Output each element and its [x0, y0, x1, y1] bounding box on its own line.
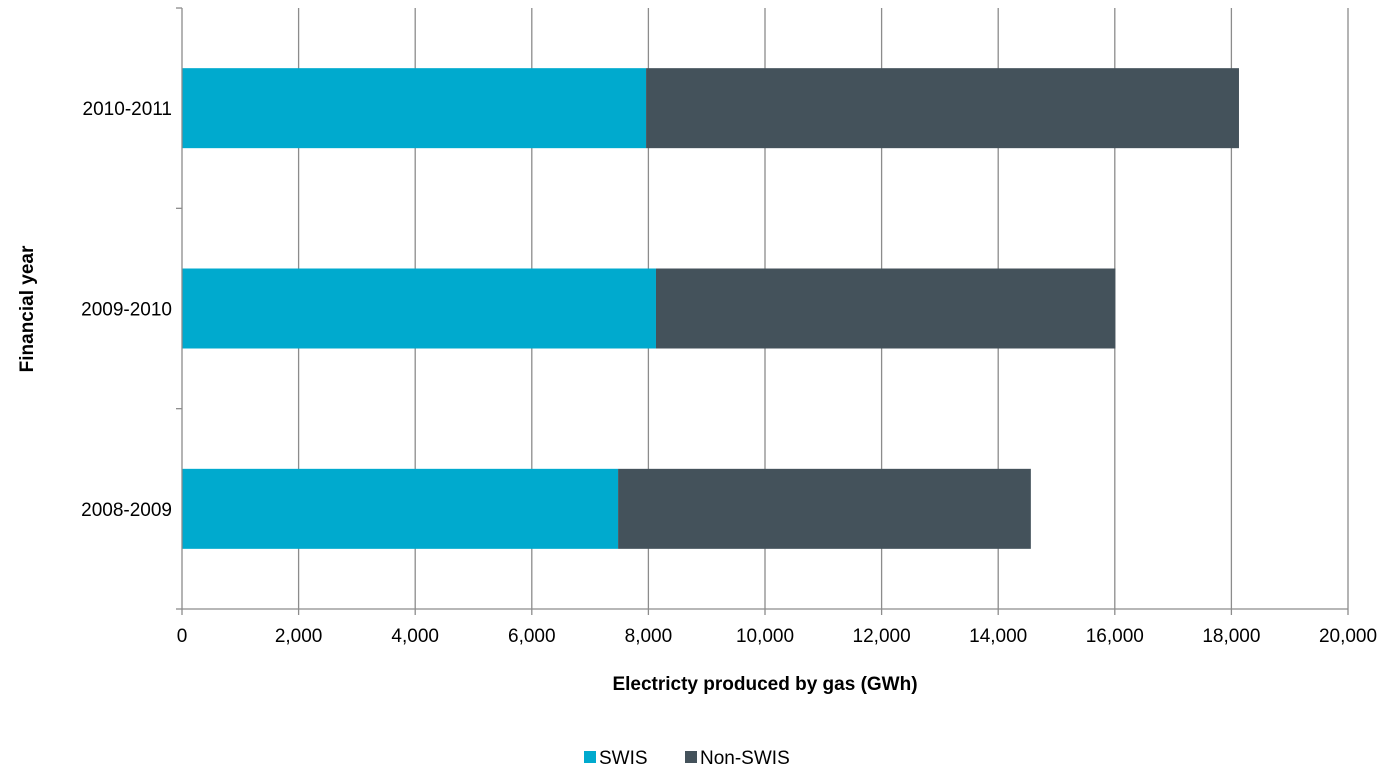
x-tick-label: 16,000	[1086, 626, 1144, 647]
y-axis-title: Financial year	[17, 245, 38, 372]
x-tick-label: 4,000	[391, 626, 439, 647]
x-tick-label: 0	[177, 626, 188, 647]
x-tick-label: 14,000	[969, 626, 1027, 647]
x-tick-label: 10,000	[736, 626, 794, 647]
bars	[182, 68, 1239, 549]
x-tick-label: 2,000	[275, 626, 323, 647]
legend-label-swis: SWIS	[599, 748, 648, 769]
x-tick-label: 8,000	[625, 626, 673, 647]
x-tick-label: 6,000	[508, 626, 556, 647]
y-tick-label: 2008-2009	[81, 500, 172, 521]
legend-swatch-non-swis	[685, 751, 697, 763]
legend-swatch-swis	[584, 751, 596, 763]
axes	[176, 7, 1348, 610]
x-tick-labels: 0 2,000 4,000 6,000 8,000 10,000 12,000 14,000 1…	[177, 626, 1377, 647]
legend-label-non-swis: Non-SWIS	[700, 748, 790, 769]
bar-swis-2008-2009	[182, 468, 619, 549]
y-tick-label: 2009-2010	[81, 300, 172, 321]
x-axis-title: Electricty produced by gas (GWh)	[612, 674, 917, 695]
bar-non-swis-2010-2011	[646, 68, 1239, 149]
x-tick-label: 18,000	[1202, 626, 1260, 647]
y-tick-label: 2010-2011	[83, 99, 172, 120]
legend: SWIS Non-SWIS	[584, 748, 790, 769]
bar-swis-2009-2010	[182, 268, 656, 349]
bar-non-swis-2009-2010	[655, 268, 1116, 349]
bar-non-swis-2008-2009	[618, 468, 1031, 549]
y-tick-labels: 2008-2009 2009-2010 2010-2011	[81, 99, 172, 521]
x-tick-label: 12,000	[853, 626, 911, 647]
x-tick-label: 20,000	[1319, 626, 1377, 647]
bar-swis-2010-2011	[182, 68, 647, 149]
